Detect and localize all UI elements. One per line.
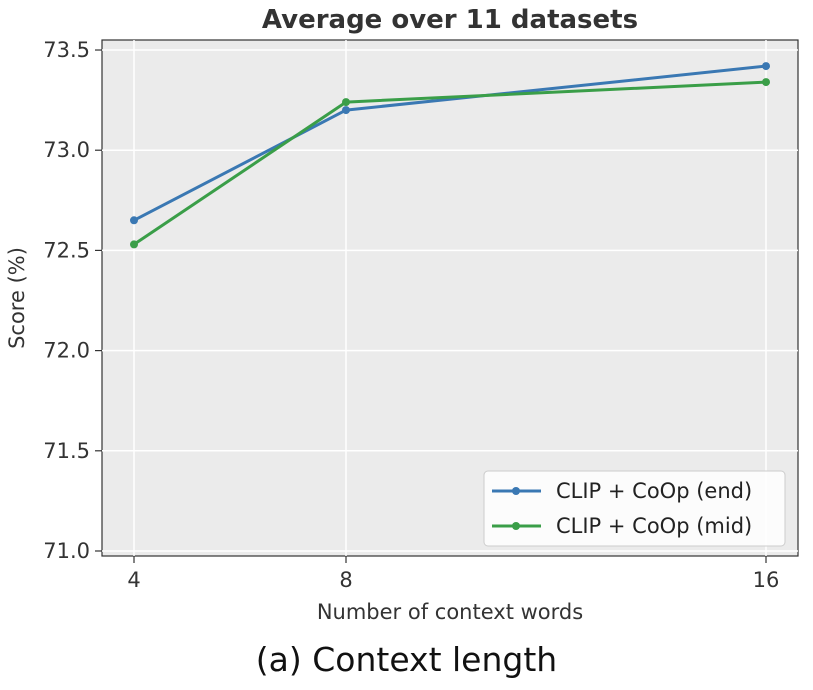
- legend-box: [483, 470, 786, 547]
- y-tick-label: 72.5: [43, 238, 90, 262]
- y-tick-label: 72.0: [43, 339, 90, 363]
- data-point: [130, 240, 138, 249]
- data-point: [762, 78, 770, 87]
- y-axis-label: Score (%): [5, 247, 29, 349]
- data-point: [342, 98, 350, 107]
- plot-area: [101, 39, 799, 557]
- data-point: [342, 106, 350, 115]
- legend: CLIP + CoOp (end) CLIP + CoOp (mid): [483, 470, 786, 547]
- y-axis: 71.0 71.5 72.0 72.5 73.0 73.5: [43, 38, 102, 563]
- x-tick-label: 4: [127, 568, 140, 592]
- legend-label-1: CLIP + CoOp (mid): [556, 514, 752, 538]
- y-tick-label: 73.5: [43, 38, 90, 62]
- y-tick-label: 73.0: [43, 138, 90, 162]
- grid-lines: [102, 40, 798, 556]
- x-tick-label: 16: [753, 568, 780, 592]
- data-point: [130, 216, 138, 225]
- y-tick-label: 71.5: [43, 439, 90, 463]
- legend-marker-1: [512, 522, 520, 530]
- line-chart: Average over 11 datasets 71.0 71.5 72.0 72.…: [5, 5, 799, 624]
- legend-label-0: CLIP + CoOp (end): [556, 479, 752, 503]
- x-tick-label: 8: [339, 568, 352, 592]
- y-tick-label: 71.0: [43, 539, 90, 563]
- x-axis-label: Number of context words: [317, 600, 583, 624]
- x-axis: 4 8 16: [127, 556, 779, 592]
- data-point: [762, 62, 770, 71]
- legend-marker-0: [512, 487, 520, 495]
- series-lines: [130, 62, 770, 249]
- figure-caption: (a) Context length: [255, 640, 558, 679]
- chart-title: Average over 11 datasets: [262, 5, 638, 35]
